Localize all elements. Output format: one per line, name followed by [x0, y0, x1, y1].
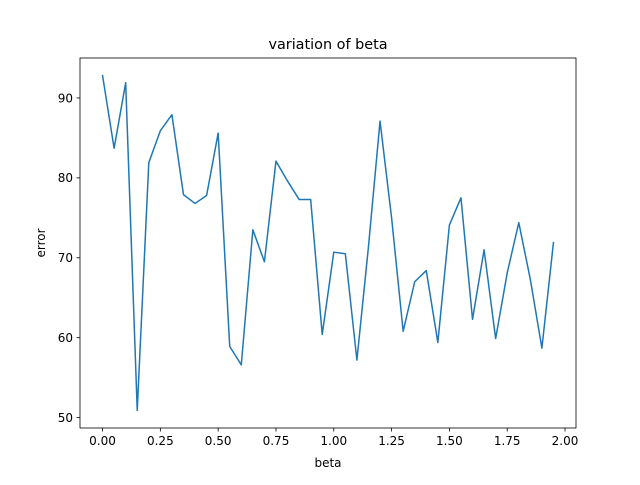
plot-frame [79, 57, 577, 429]
y-tick-label: 80 [58, 171, 73, 185]
x-tick-label: 1.75 [494, 434, 521, 448]
chart-title: variation of beta [268, 37, 387, 53]
x-tick-label: 1.25 [378, 434, 405, 448]
x-tick-label: 0.75 [263, 434, 290, 448]
x-tick-label: 1.50 [436, 434, 463, 448]
x-tick-label: 2.00 [552, 434, 579, 448]
plot-layer [101, 74, 555, 412]
y-axis-label: error [34, 228, 48, 257]
y-tick-label: 60 [58, 331, 73, 345]
y-axis: 50 60 70 80 90 [58, 91, 80, 425]
y-tick-label: 50 [58, 411, 73, 425]
x-axis: 0.00 0.25 0.50 0.75 1.00 1.25 1.50 1.75 2.00 [89, 428, 578, 448]
y-tick-label: 70 [58, 251, 73, 265]
x-tick-label: 0.50 [205, 434, 232, 448]
x-axis-label: beta [314, 456, 341, 470]
series-line-0 [101, 74, 555, 412]
x-tick-label: 0.25 [147, 434, 174, 448]
y-tick-label: 90 [58, 91, 73, 105]
x-tick-label: 1.00 [320, 434, 347, 448]
x-tick-label: 0.00 [89, 434, 116, 448]
